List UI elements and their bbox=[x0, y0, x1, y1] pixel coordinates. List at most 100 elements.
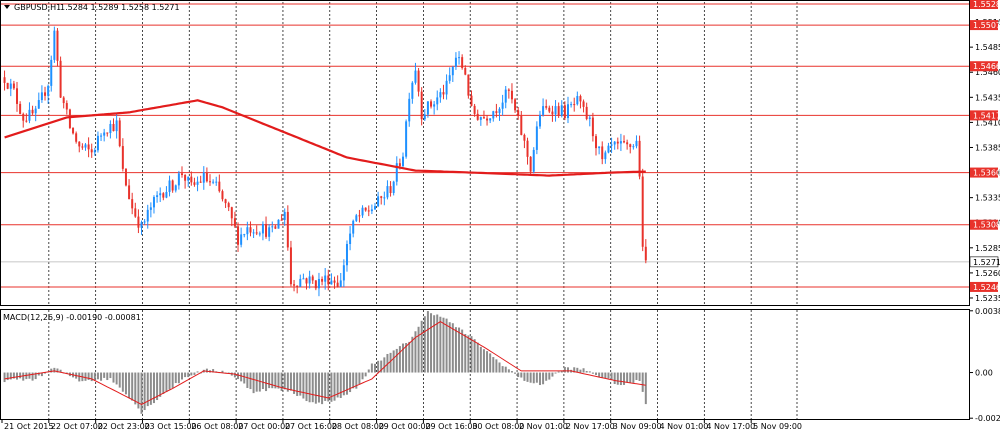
candle-body bbox=[358, 215, 361, 217]
macd-bar bbox=[100, 372, 103, 381]
candle-body bbox=[402, 156, 405, 167]
time-tick-label: 28 Oct 08:00 bbox=[332, 422, 384, 431]
macd-bar bbox=[237, 372, 240, 380]
macd-bar bbox=[255, 372, 258, 392]
macd-bar bbox=[616, 372, 619, 385]
macd-bar bbox=[84, 372, 87, 381]
macd-bar bbox=[177, 372, 180, 384]
candle-body bbox=[430, 101, 433, 107]
macd-bar bbox=[430, 313, 433, 373]
macd-bar bbox=[159, 372, 162, 397]
macd-bar bbox=[246, 372, 249, 388]
macd-bar bbox=[373, 363, 376, 373]
candle-body bbox=[252, 232, 255, 234]
price-panel-frame bbox=[0, 0, 970, 306]
macd-signal-line bbox=[4, 321, 646, 405]
candle-body bbox=[196, 181, 199, 185]
candle-body bbox=[152, 197, 155, 208]
macd-bar bbox=[557, 371, 560, 373]
candle-body bbox=[28, 109, 31, 121]
candle-body bbox=[221, 191, 224, 200]
macd-bar bbox=[563, 366, 566, 373]
candle-body bbox=[171, 180, 174, 191]
macd-bar bbox=[109, 372, 112, 379]
candle-body bbox=[53, 30, 56, 60]
macd-bar bbox=[551, 372, 554, 377]
macd-bar bbox=[588, 371, 591, 373]
candle-body bbox=[230, 207, 233, 219]
candle-body bbox=[557, 106, 560, 116]
candle-body bbox=[591, 117, 594, 137]
candle-body bbox=[576, 96, 579, 105]
macd-bar bbox=[445, 318, 448, 373]
macd-bar bbox=[607, 372, 610, 379]
candle-body bbox=[321, 278, 324, 282]
macd-bar bbox=[131, 372, 134, 401]
candle-body bbox=[246, 227, 249, 235]
candle-body bbox=[174, 185, 177, 191]
dropdown-triangle-icon[interactable] bbox=[4, 5, 10, 9]
candle-body bbox=[87, 144, 90, 150]
candle-body bbox=[137, 216, 140, 228]
macd-bar bbox=[115, 372, 118, 385]
candle-body bbox=[395, 163, 398, 182]
candle-body bbox=[383, 197, 386, 199]
macd-bar bbox=[50, 368, 53, 373]
macd-bar bbox=[458, 327, 461, 373]
macd-bar bbox=[3, 372, 6, 383]
macd-bar bbox=[314, 372, 317, 404]
macd-bar bbox=[44, 372, 47, 374]
candle-body bbox=[333, 280, 336, 283]
macd-bar bbox=[585, 371, 588, 373]
candle-body bbox=[103, 132, 106, 136]
candle-body bbox=[121, 146, 124, 169]
time-tick-label: 22 Oct 07:00 bbox=[51, 422, 103, 431]
macd-bar bbox=[489, 353, 492, 373]
macd-bar bbox=[644, 372, 647, 405]
macd-bar bbox=[87, 372, 90, 380]
candle-body bbox=[563, 105, 566, 119]
macd-bar bbox=[482, 349, 485, 373]
candle-body bbox=[131, 199, 134, 209]
macd-bar bbox=[495, 359, 498, 373]
macd-bar bbox=[143, 372, 146, 411]
candle-body bbox=[240, 234, 243, 245]
candle-body bbox=[607, 145, 610, 153]
macd-bar bbox=[532, 372, 535, 384]
macd-bar bbox=[479, 346, 482, 373]
macd-bar bbox=[196, 371, 199, 373]
price-tick-label: 1.5335 bbox=[975, 194, 1000, 203]
macd-bar bbox=[548, 372, 551, 380]
time-tick-label: 29 Oct 16:00 bbox=[425, 422, 477, 431]
candle-body bbox=[604, 152, 607, 160]
macd-bar bbox=[280, 372, 283, 391]
candle-body bbox=[551, 111, 554, 115]
price-tick-label: 1.5460 bbox=[975, 68, 1000, 77]
macd-bar bbox=[638, 372, 641, 381]
candle-body bbox=[56, 30, 59, 61]
price-axis: 1.52351.52601.52851.53101.53351.53601.53… bbox=[969, 0, 1000, 303]
candle-body bbox=[314, 280, 317, 289]
time-tick-label: 29 Oct 00:00 bbox=[379, 422, 431, 431]
macd-bar bbox=[59, 369, 62, 373]
macd-panel-frame bbox=[0, 309, 970, 420]
candle-body bbox=[470, 95, 473, 106]
candle-body bbox=[227, 203, 230, 208]
candle-body bbox=[65, 103, 68, 110]
time-tick-label: 23 Oct 15:00 bbox=[144, 422, 196, 431]
macd-bar bbox=[386, 353, 389, 373]
macd-bar bbox=[380, 360, 383, 373]
macd-bar bbox=[604, 372, 607, 379]
candle-body bbox=[517, 110, 520, 116]
candle-body bbox=[6, 82, 9, 89]
macd-bar bbox=[180, 372, 183, 380]
macd-bar bbox=[405, 342, 408, 373]
macd-bar bbox=[355, 372, 358, 389]
macd-bar bbox=[56, 368, 59, 373]
macd-bar bbox=[573, 367, 576, 373]
candle-body bbox=[632, 146, 635, 148]
candle-body bbox=[215, 181, 218, 183]
candle-body bbox=[140, 222, 143, 228]
level-tag bbox=[970, 219, 998, 230]
